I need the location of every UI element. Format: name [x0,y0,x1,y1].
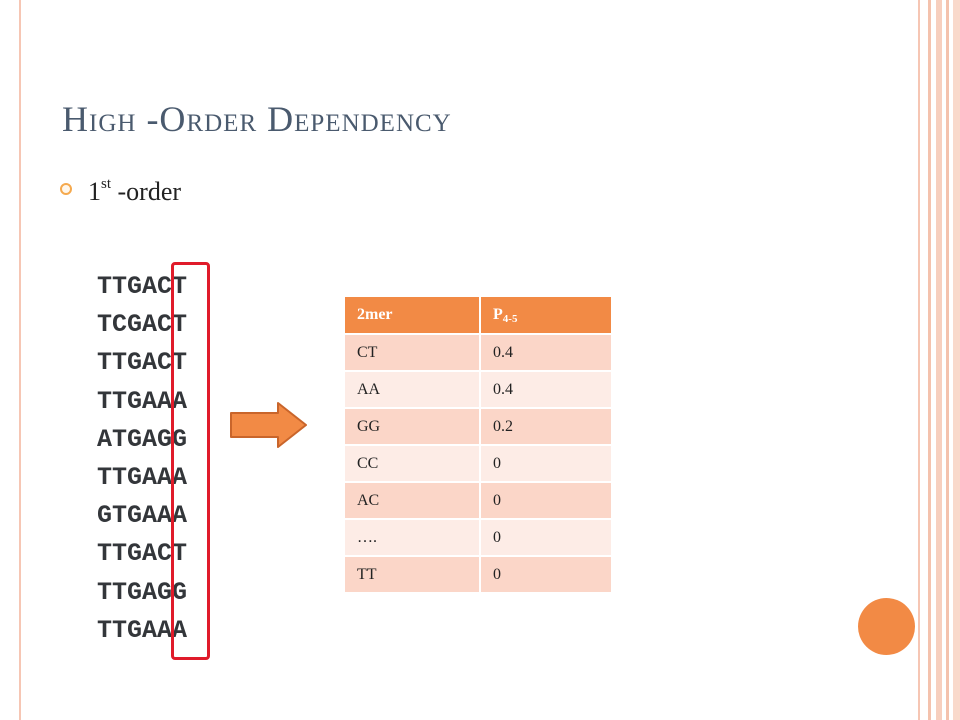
cell-probability: 0 [479,518,613,557]
cell-probability: 0.2 [479,407,613,446]
cell-probability: 0 [479,555,613,594]
decor-stripe [953,0,960,720]
table-row: AC 0 [343,481,613,520]
right-arrow-icon [230,402,307,448]
table-row: GG 0.2 [343,407,613,446]
cell-2mer: GG [343,407,481,446]
table-row: TT 0 [343,555,613,594]
decor-circle [858,598,915,655]
cell-probability: 0.4 [479,333,613,372]
table-header-row: 2mer P4-5 [343,295,613,335]
slide-title: High -Order Dependency [62,99,452,139]
column-header-2mer: 2mer [343,295,481,335]
column-header-probability: P4-5 [479,295,613,335]
decor-stripe [928,0,931,720]
cell-2mer: AA [343,370,481,409]
table-row: AA 0.4 [343,370,613,409]
decor-stripe [946,0,949,720]
column-highlight-box [171,262,210,660]
bullet-icon [60,183,72,195]
table-row: …. 0 [343,518,613,557]
cell-probability: 0.4 [479,370,613,409]
cell-probability: 0 [479,444,613,483]
cell-2mer: CC [343,444,481,483]
cell-probability: 0 [479,481,613,520]
cell-2mer: TT [343,555,481,594]
table-row: CT 0.4 [343,333,613,372]
probability-table: 2mer P4-5 CT 0.4 AA 0.4 GG 0.2 CC 0 AC 0… [343,295,613,594]
bullet-text: 1st -order [88,176,182,206]
cell-2mer: CT [343,333,481,372]
decor-stripe [936,0,942,720]
cell-2mer: …. [343,518,481,557]
table-row: CC 0 [343,444,613,483]
slide-frame [19,0,920,720]
cell-2mer: AC [343,481,481,520]
